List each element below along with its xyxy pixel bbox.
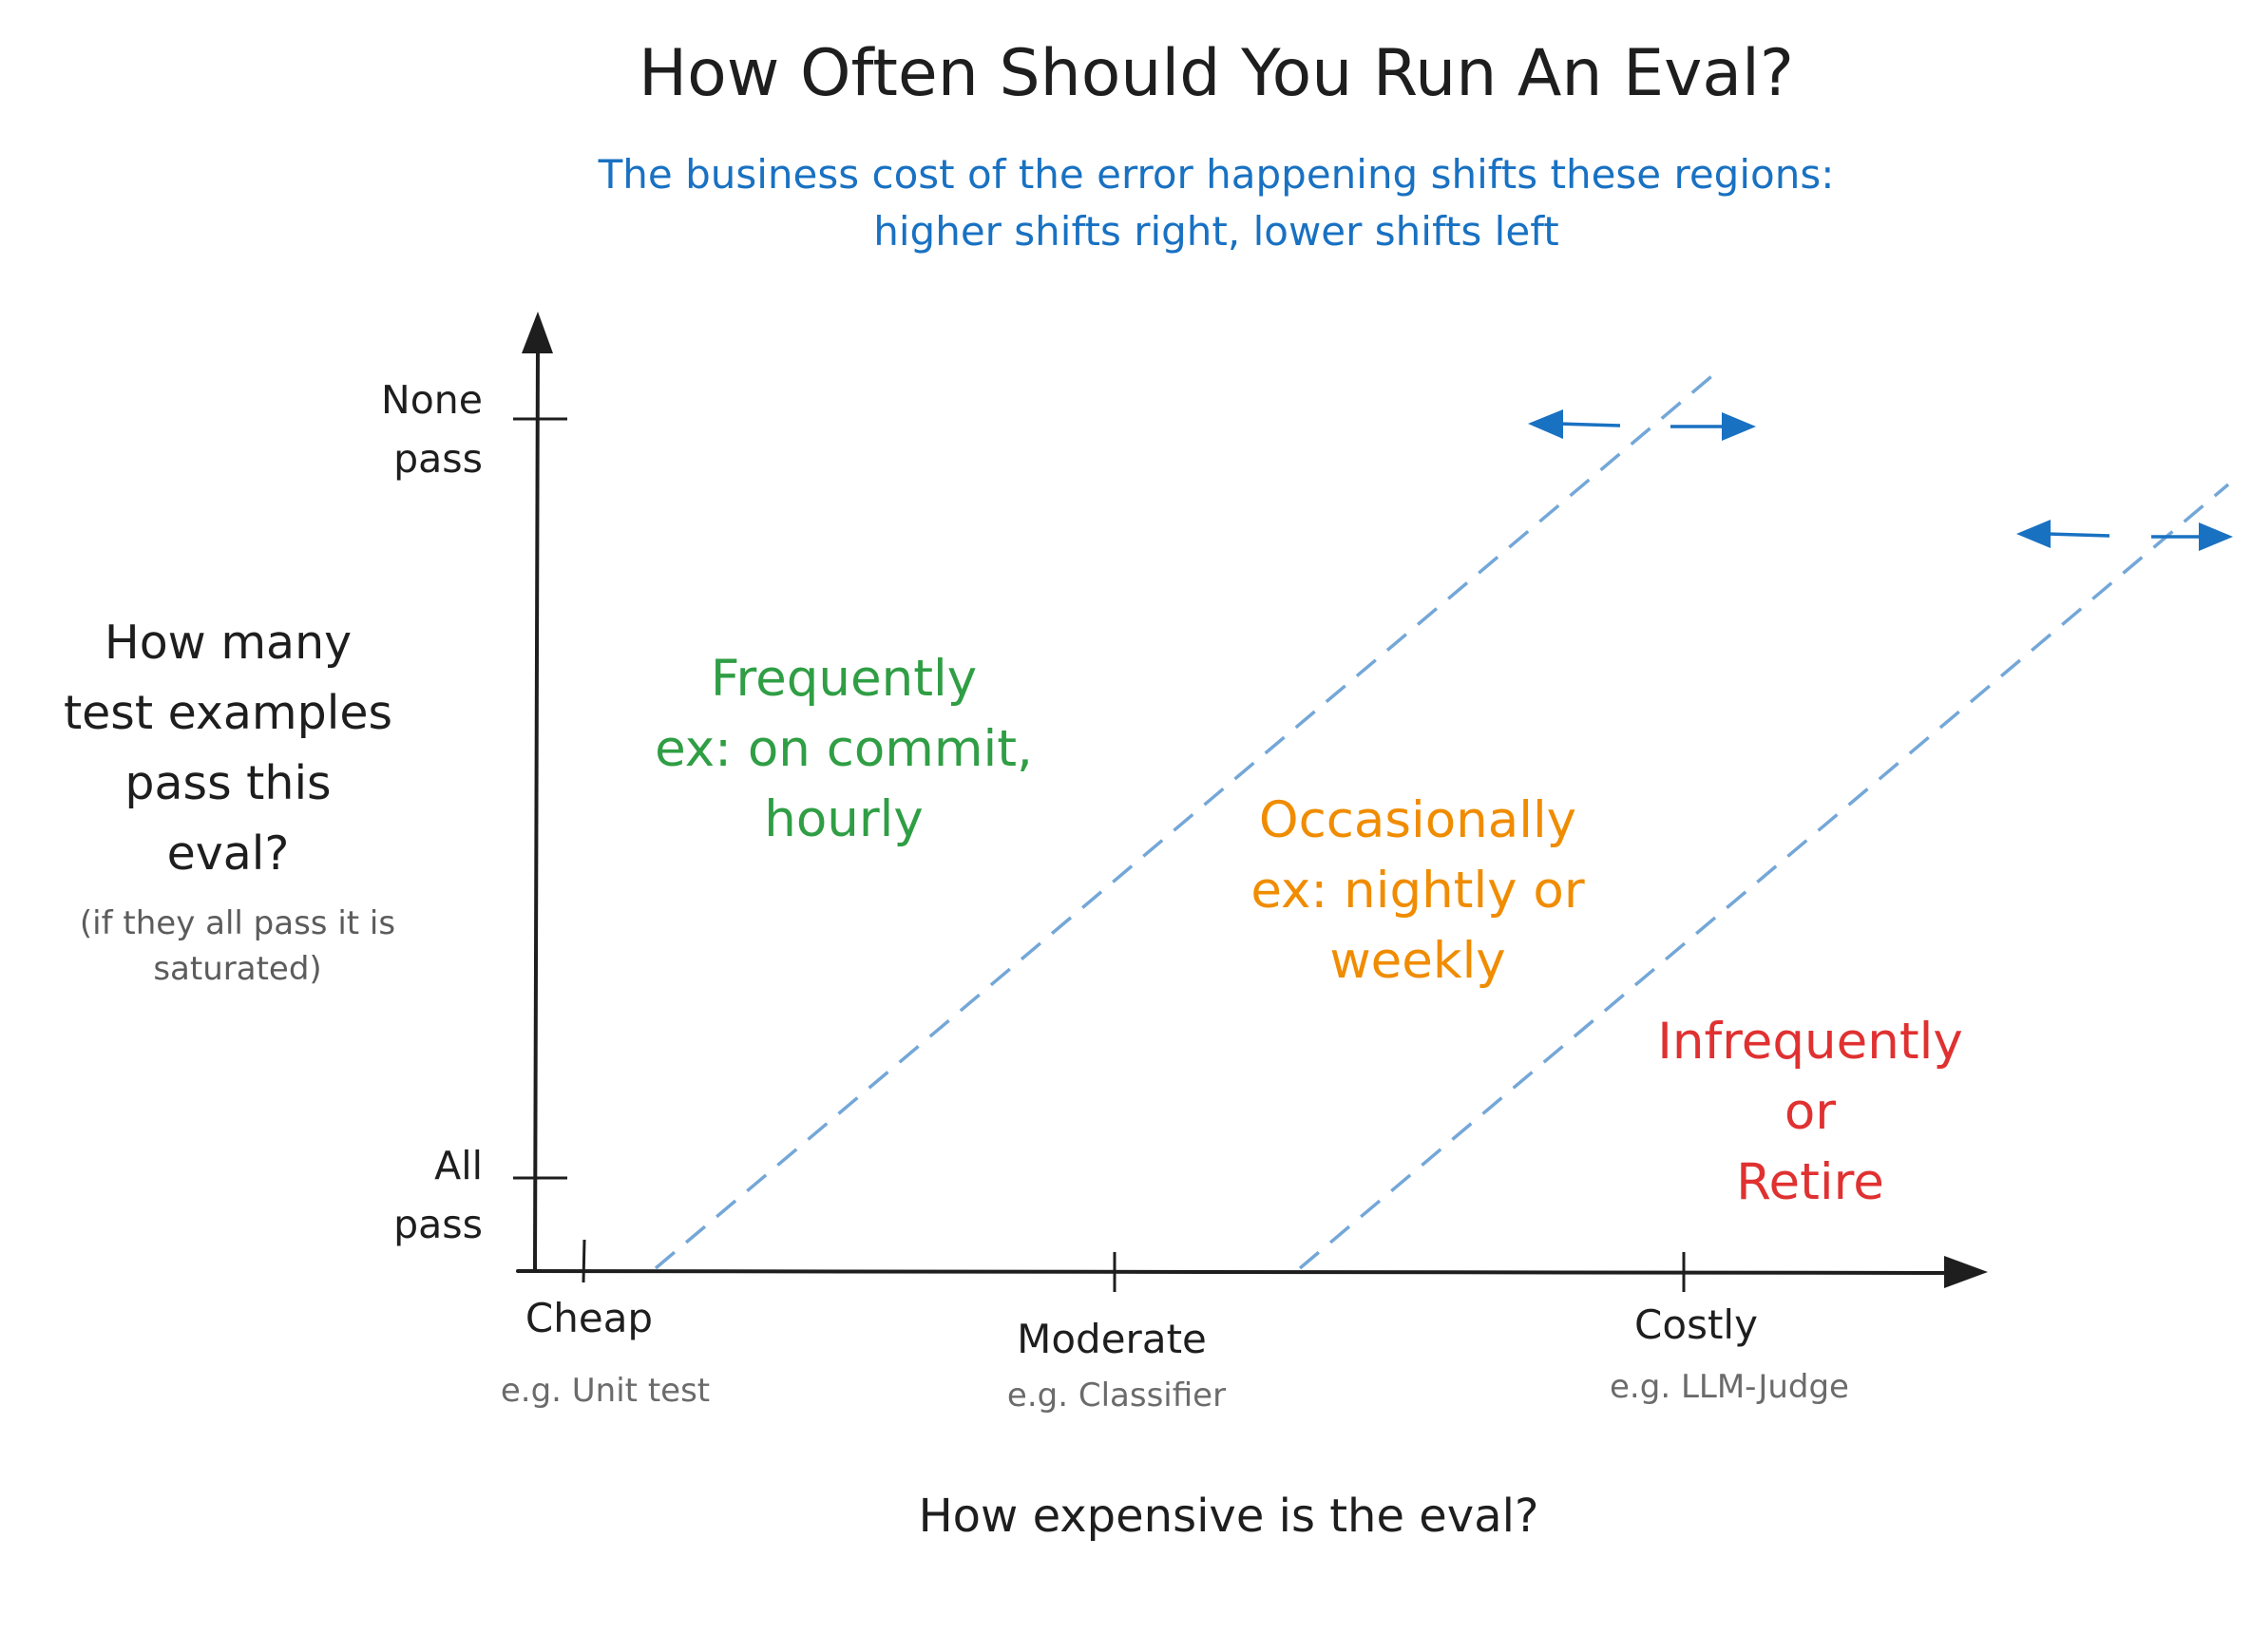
region-label-line: hourly bbox=[764, 790, 924, 848]
boundary-line-frequent-occasional bbox=[654, 371, 1717, 1270]
subtitle-line-1: The business cost of the error happening… bbox=[598, 151, 1835, 198]
subtitle-line-2: higher shifts right, lower shifts left bbox=[873, 208, 1559, 255]
y-axis-note-line: saturated) bbox=[153, 950, 322, 988]
region-label-line: or bbox=[1784, 1083, 1837, 1141]
y-axis-note: (if they all pass it is saturated) bbox=[80, 901, 395, 992]
shift-right-arrowhead-1 bbox=[1722, 412, 1756, 441]
region-label-line: Infrequently bbox=[1657, 1013, 1963, 1071]
shift-left-arrow-1 bbox=[1557, 422, 1621, 427]
x-category-moderate-example: e.g. Classifier bbox=[1006, 1377, 1227, 1415]
x-axis-line bbox=[516, 1269, 1955, 1275]
region-label-line: weekly bbox=[1329, 932, 1506, 990]
y-axis-label-line: pass this bbox=[124, 756, 332, 810]
region-label-line: ex: on commit, bbox=[655, 720, 1033, 778]
diagram-title: How Often Should You Run An Eval? bbox=[639, 36, 1794, 111]
region-label-line: Retire bbox=[1736, 1153, 1884, 1211]
x-category-costly: Costly bbox=[1634, 1301, 1758, 1348]
y-tick-label-none-pass: None pass bbox=[381, 370, 483, 488]
x-tick-cheap bbox=[582, 1239, 586, 1283]
diagram-subtitle: The business cost of the error happening… bbox=[599, 146, 1835, 260]
boundary-line-occasional-infrequent bbox=[1298, 483, 2230, 1270]
y-tick-label-line: None bbox=[381, 377, 483, 423]
y-axis-label: How many test examples pass this eval? bbox=[64, 608, 392, 889]
y-axis-label-line: test examples bbox=[63, 686, 393, 740]
y-axis-arrowhead bbox=[522, 312, 553, 353]
region-label-line: Occasionally bbox=[1258, 791, 1577, 849]
shift-left-arrowhead-1 bbox=[1528, 409, 1563, 439]
shift-left-arrow-2 bbox=[2047, 532, 2110, 538]
x-category-costly-example: e.g. LLM-Judge bbox=[1610, 1368, 1849, 1406]
region-label-occasionally: Occasionally ex: nightly or weekly bbox=[1250, 786, 1584, 997]
shift-right-arrowhead-2 bbox=[2199, 522, 2233, 551]
region-label-line: Frequently bbox=[710, 650, 978, 708]
x-category-cheap: Cheap bbox=[525, 1295, 654, 1341]
region-label-frequently: Frequently ex: on commit, hourly bbox=[655, 644, 1033, 855]
x-axis-label: How expensive is the eval? bbox=[918, 1490, 1539, 1543]
y-tick-label-all-pass: All pass bbox=[393, 1136, 483, 1254]
region-label-infrequently: Infrequently or Retire bbox=[1657, 1007, 1962, 1218]
y-tick-label-line: pass bbox=[393, 1202, 483, 1247]
region-label-line: ex: nightly or bbox=[1250, 862, 1585, 920]
x-category-cheap-example: e.g. Unit test bbox=[500, 1372, 711, 1410]
y-axis-label-line: eval? bbox=[166, 826, 290, 881]
x-axis-arrowhead bbox=[1944, 1256, 1988, 1288]
y-tick-label-line: All bbox=[434, 1143, 483, 1188]
shift-left-arrowhead-2 bbox=[2016, 520, 2051, 548]
y-axis-label-line: How many bbox=[104, 616, 353, 670]
y-axis-line bbox=[533, 342, 540, 1272]
y-tick-label-line: pass bbox=[393, 436, 483, 482]
y-axis-note-line: (if they all pass it is bbox=[79, 904, 396, 942]
x-category-moderate: Moderate bbox=[1017, 1316, 1207, 1362]
